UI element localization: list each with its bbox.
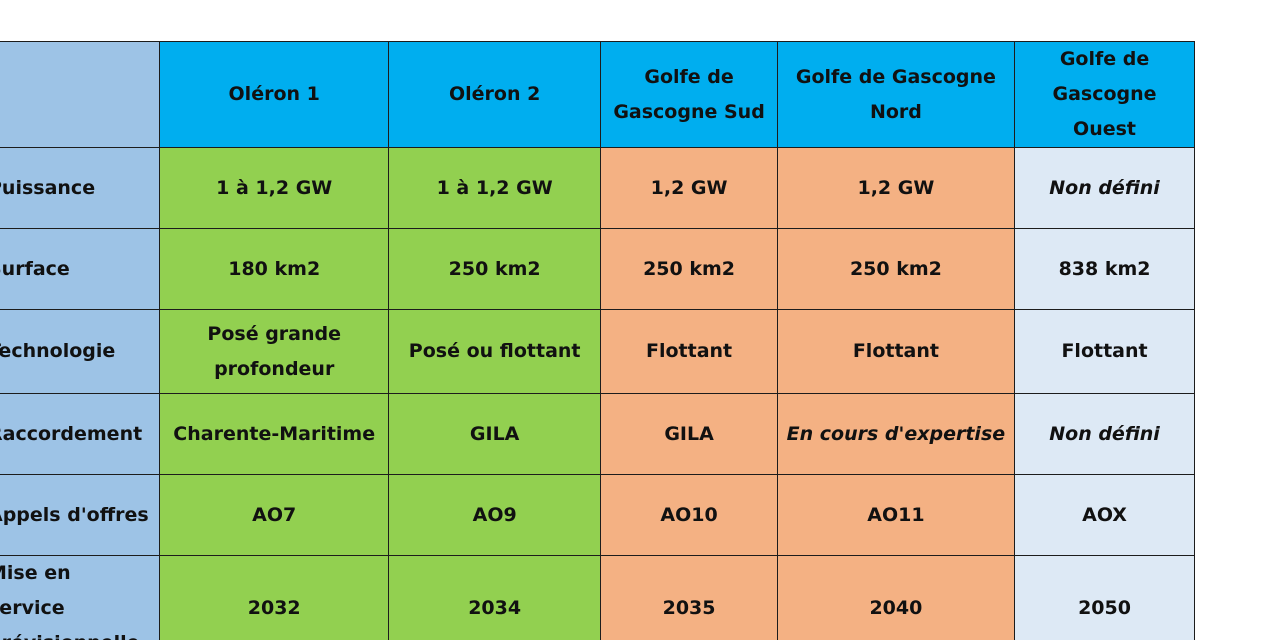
table-cell: 180 km2 — [159, 228, 389, 310]
table-cell: Posé ou flottant — [387, 309, 602, 394]
row-label: Puissance — [0, 147, 161, 229]
table-cell: 2034 — [387, 555, 602, 640]
table-cell: Flottant — [1014, 309, 1195, 394]
table-row-technologie: Technologie Posé grande profondeur Posé … — [0, 309, 1195, 394]
table-cell: Charente-Maritime — [159, 393, 389, 475]
row-label: Technologie — [0, 309, 161, 394]
table-cell: 250 km2 — [387, 228, 602, 310]
table-cell: AO7 — [159, 474, 389, 556]
row-label: Appels d'offres — [0, 474, 161, 556]
table-cell: 1 à 1,2 GW — [159, 147, 389, 229]
table-cell: AO10 — [600, 474, 778, 556]
table-cell: GILA — [387, 393, 602, 475]
row-label: Raccordement — [0, 393, 161, 475]
table-cell: Non défini — [1014, 393, 1195, 475]
table-row-puissance: Puissance 1 à 1,2 GW 1 à 1,2 GW 1,2 GW 1… — [0, 147, 1195, 229]
table-cell: 838 km2 — [1014, 228, 1195, 310]
table-cell: 250 km2 — [600, 228, 778, 310]
table-cell: 1,2 GW — [600, 147, 778, 229]
table-cell: Flottant — [776, 309, 1016, 394]
table-cell: Flottant — [600, 309, 778, 394]
header-row: Oléron 1 Oléron 2 Golfe de Gascogne Sud … — [0, 41, 1195, 148]
column-header-golfe-ouest: Golfe de Gascogne Ouest — [1014, 41, 1195, 148]
table-cell: 2050 — [1014, 555, 1195, 640]
row-label: Mise en service prévisionnelle — [0, 555, 161, 640]
table-cell: AO11 — [776, 474, 1016, 556]
table-row-raccordement: Raccordement Charente-Maritime GILA GILA… — [0, 393, 1195, 475]
table-row-mise-en-service: Mise en service prévisionnelle 2032 2034… — [0, 555, 1195, 640]
table-row-appels-offres: Appels d'offres AO7 AO9 AO10 AO11 AOX — [0, 474, 1195, 556]
corner-cell — [0, 41, 161, 148]
table-cell: 250 km2 — [776, 228, 1016, 310]
table-cell: AO9 — [387, 474, 602, 556]
table-cell: En cours d'expertise — [776, 393, 1016, 475]
table-row-surface: Surface 180 km2 250 km2 250 km2 250 km2 … — [0, 228, 1195, 310]
table-cell: 2040 — [776, 555, 1016, 640]
table-cell: 1 à 1,2 GW — [387, 147, 602, 229]
table-cell: AOX — [1014, 474, 1195, 556]
table-cell: 2032 — [159, 555, 389, 640]
column-header-oleron-2: Oléron 2 — [387, 41, 602, 148]
column-header-oleron-1: Oléron 1 — [159, 41, 389, 148]
table-cell: Non défini — [1014, 147, 1195, 229]
offshore-wind-table: Oléron 1 Oléron 2 Golfe de Gascogne Sud … — [0, 41, 1195, 640]
row-label: Surface — [0, 228, 161, 310]
column-header-golfe-sud: Golfe de Gascogne Sud — [600, 41, 778, 148]
table-cell: Posé grande profondeur — [159, 309, 389, 394]
column-header-golfe-nord: Golfe de Gascogne Nord — [776, 41, 1016, 148]
table-cell: 2035 — [600, 555, 778, 640]
table-cell: 1,2 GW — [776, 147, 1016, 229]
table-cell: GILA — [600, 393, 778, 475]
